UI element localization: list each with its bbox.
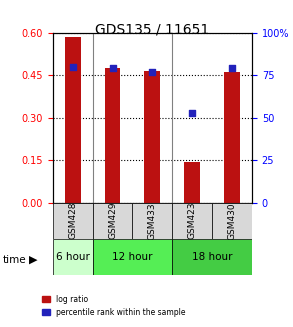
FancyBboxPatch shape (93, 203, 132, 239)
Text: GSM429: GSM429 (108, 202, 117, 239)
Text: time: time (3, 255, 27, 265)
FancyBboxPatch shape (53, 239, 93, 275)
Legend: log ratio, percentile rank within the sample: log ratio, percentile rank within the sa… (39, 292, 188, 320)
Text: GSM430: GSM430 (228, 202, 236, 240)
FancyBboxPatch shape (53, 203, 93, 239)
FancyBboxPatch shape (93, 239, 172, 275)
Point (230, 66, 234, 71)
Text: 12 hour: 12 hour (112, 252, 153, 262)
Bar (184, 162, 200, 203)
Point (150, 69, 155, 75)
Bar (105, 68, 120, 203)
Point (190, 111, 195, 116)
Text: 18 hour: 18 hour (192, 252, 232, 262)
FancyBboxPatch shape (172, 239, 252, 275)
Text: GSM433: GSM433 (148, 202, 157, 240)
FancyBboxPatch shape (212, 203, 252, 239)
Bar (224, 72, 240, 203)
Text: GSM428: GSM428 (68, 202, 77, 239)
Text: GDS135 / 11651: GDS135 / 11651 (95, 23, 209, 37)
Text: GSM423: GSM423 (188, 202, 197, 239)
FancyBboxPatch shape (172, 203, 212, 239)
Text: 6 hour: 6 hour (56, 252, 90, 262)
Point (70, 64, 75, 69)
Bar (65, 37, 81, 203)
Bar (144, 71, 160, 203)
Point (110, 66, 115, 71)
FancyBboxPatch shape (132, 203, 172, 239)
Text: ▶: ▶ (29, 255, 38, 265)
